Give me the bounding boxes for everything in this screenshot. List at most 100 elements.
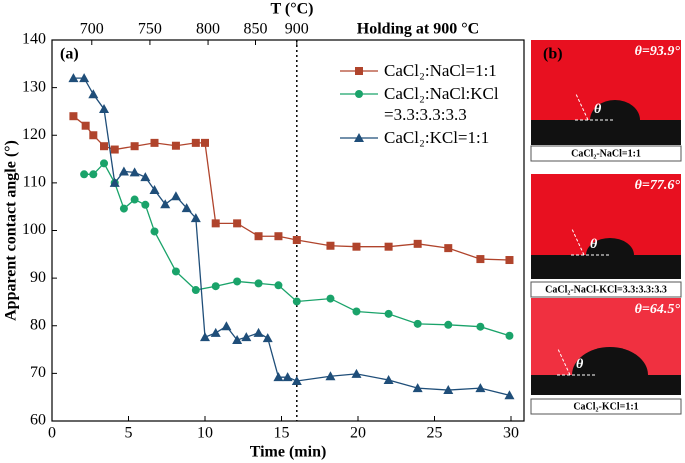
marker <box>89 131 98 140</box>
droplet <box>590 100 640 120</box>
marker <box>150 227 159 236</box>
x2-axis-label: T (°C) <box>271 1 314 18</box>
droplet <box>586 238 634 255</box>
marker <box>352 307 361 316</box>
angle-symbol: θ <box>590 237 598 252</box>
marker <box>109 177 120 187</box>
legend-entry: CaCl₂:NaCl=1:1 <box>338 60 509 81</box>
x-tick-label: 20 <box>350 425 366 442</box>
legend-label: CaCl₂:KCl=1:1 <box>384 128 490 147</box>
marker <box>232 335 243 345</box>
marker <box>141 200 150 209</box>
x-tick-label: 5 <box>125 425 133 442</box>
panel-label: (b) <box>543 46 563 63</box>
marker <box>191 286 200 295</box>
marker <box>505 256 514 265</box>
marker <box>171 141 180 150</box>
substrate <box>531 375 681 395</box>
legend-key <box>340 133 378 142</box>
marker <box>354 133 364 142</box>
marker <box>79 73 90 83</box>
marker <box>241 332 252 342</box>
y-tick-label: 100 <box>22 221 46 238</box>
caption-box <box>530 398 682 415</box>
marker <box>254 279 263 288</box>
marker <box>119 204 128 213</box>
legend-label: CaCl₂:NaCl:KCl =3.3:3.3:3.3 <box>384 84 499 124</box>
y-tick-label: 130 <box>22 78 46 95</box>
marker <box>384 242 393 251</box>
droplet <box>572 347 648 375</box>
marker <box>413 319 422 328</box>
annotation: Holding at 900 °C <box>357 21 479 38</box>
photo: θ θ=64.5° CaCl₂-KCl=1:1 <box>530 298 682 415</box>
marker <box>69 112 78 121</box>
x-tick-label: 25 <box>427 425 443 442</box>
marker <box>384 309 393 318</box>
substrate <box>531 255 681 279</box>
legend: CaCl₂:NaCl=1:1 CaCl₂:NaCl:KCl =3.3:3.3:3.… <box>338 60 528 150</box>
marker <box>201 138 209 147</box>
marker <box>200 332 210 342</box>
y-tick-label: 70 <box>30 364 46 381</box>
marker <box>413 239 422 248</box>
marker <box>476 255 485 264</box>
y-tick-label: 80 <box>30 316 46 333</box>
marker <box>412 383 423 393</box>
marker <box>100 142 109 151</box>
caption: CaCl₂-NaCl-KCl=3.3:3.3:3.3 <box>545 284 667 295</box>
marker <box>140 172 151 182</box>
marker <box>170 191 181 201</box>
marker <box>355 90 363 98</box>
marker <box>81 121 90 130</box>
x-tick-label: 15 <box>274 425 290 442</box>
substrate <box>531 120 681 145</box>
angle-symbol: θ <box>576 357 584 372</box>
legend-key <box>340 67 378 75</box>
photo: θ θ=77.6° CaCl₂-NaCl-KCl=3.3:3.3:3.3 <box>530 174 682 298</box>
marker <box>233 219 242 228</box>
y-tick-label: 90 <box>30 269 46 286</box>
legend-entry: CaCl₂:KCl=1:1 <box>338 127 509 148</box>
marker <box>326 241 335 250</box>
marker <box>326 294 335 303</box>
series-line <box>84 162 510 337</box>
y-tick-label: 60 <box>30 412 46 429</box>
x2-tick-label: 850 <box>243 21 267 38</box>
marker <box>150 138 159 147</box>
marker <box>181 203 192 213</box>
marker <box>88 89 99 99</box>
marker <box>325 371 336 381</box>
marker <box>355 67 363 75</box>
marker <box>211 219 220 228</box>
photo: θ θ=93.9° CaCl₂-NaCl=1:1 <box>530 40 682 162</box>
marker <box>253 327 264 337</box>
marker <box>210 327 221 337</box>
marker <box>118 166 129 176</box>
marker <box>221 321 232 331</box>
caption-box <box>530 281 682 298</box>
y-tick-label: 120 <box>22 126 46 143</box>
marker <box>190 213 201 223</box>
marker <box>129 167 140 177</box>
marker <box>292 236 301 245</box>
caption: CaCl₂-NaCl=1:1 <box>571 148 641 159</box>
marker <box>99 104 110 114</box>
marker <box>233 277 242 286</box>
marker <box>351 368 362 378</box>
marker <box>443 385 454 395</box>
caption: CaCl₂-KCl=1:1 <box>573 401 638 412</box>
angle-symbol: θ <box>594 102 602 117</box>
y-tick-label: 140 <box>22 31 46 48</box>
marker <box>274 281 283 290</box>
marker <box>444 320 453 329</box>
marker <box>100 159 109 168</box>
marker <box>130 195 139 204</box>
panel-b: (b) <box>543 46 563 63</box>
marker <box>262 333 273 343</box>
x-axis-label: Time (min) <box>250 444 327 461</box>
marker <box>130 142 139 151</box>
x2-tick-label: 900 <box>285 21 309 38</box>
